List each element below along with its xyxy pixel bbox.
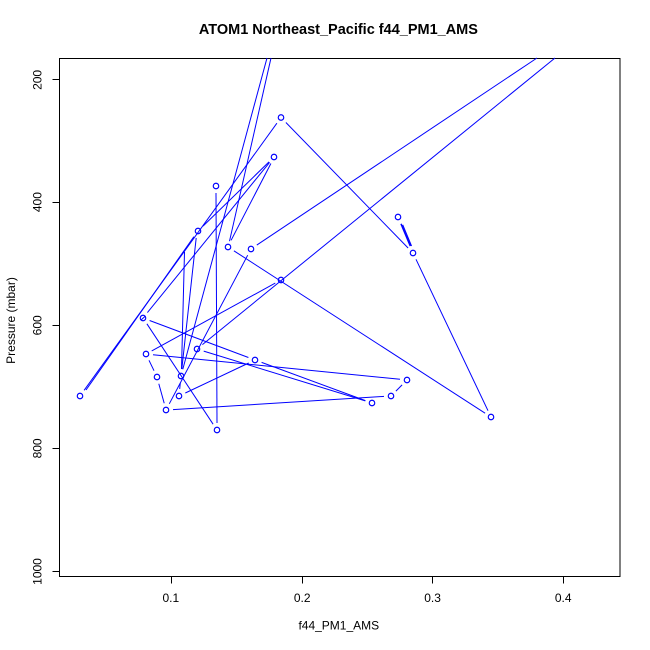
svg-text:0.1: 0.1 [162, 591, 179, 605]
svg-text:0.2: 0.2 [294, 591, 311, 605]
svg-text:0.3: 0.3 [424, 591, 441, 605]
svg-text:ATOM1 Northeast_Pacific f44_PM: ATOM1 Northeast_Pacific f44_PM1_AMS [199, 22, 478, 38]
svg-text:Pressure (mbar): Pressure (mbar) [4, 277, 18, 364]
svg-text:600: 600 [31, 315, 45, 335]
svg-text:1000: 1000 [31, 558, 45, 585]
svg-text:800: 800 [31, 438, 45, 458]
svg-text:400: 400 [31, 192, 45, 212]
svg-text:0.4: 0.4 [555, 591, 572, 605]
svg-text:f44_PM1_AMS: f44_PM1_AMS [298, 619, 379, 633]
svg-text:200: 200 [31, 70, 45, 90]
